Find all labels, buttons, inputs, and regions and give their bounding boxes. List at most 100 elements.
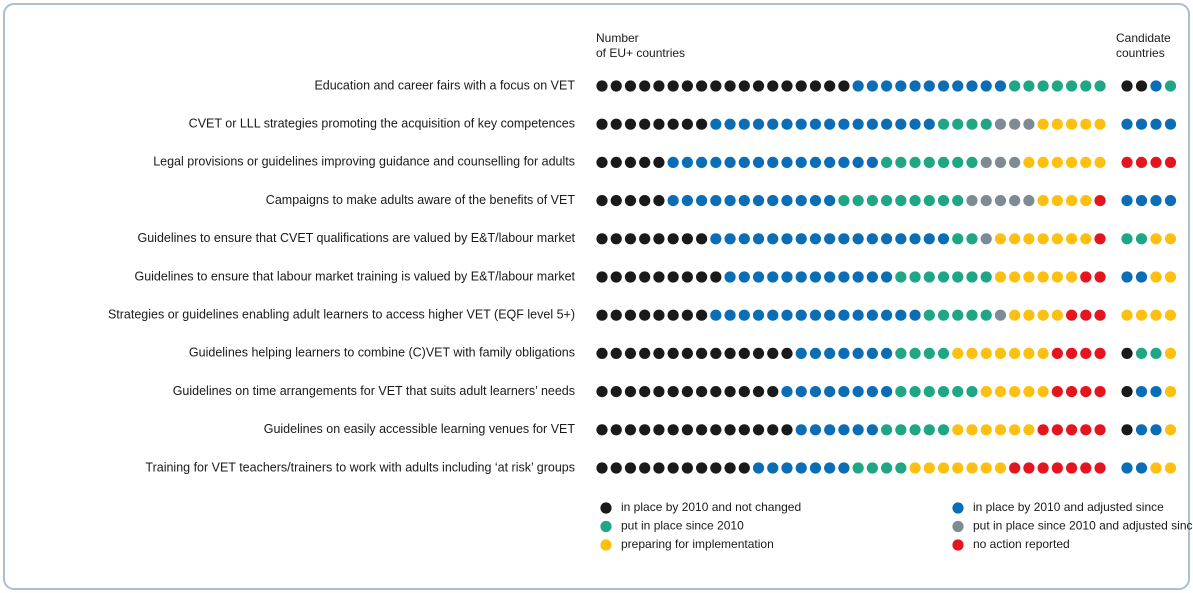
dot [994,309,1007,321]
dot [966,233,978,245]
dot [838,386,850,398]
dot [909,386,921,398]
dot [653,424,665,436]
dot [1037,118,1049,130]
dot [909,118,921,130]
dot [866,118,878,130]
dot [1023,80,1035,92]
dot [824,156,836,168]
dot [895,195,907,207]
dot [724,424,736,436]
row-label: Legal provisions or guidelines improving… [153,155,575,169]
dot [1080,80,1092,92]
legend-swatch [952,502,964,514]
dot [1150,233,1162,245]
row-label: Education and career fairs with a focus … [314,78,575,92]
dot [923,233,935,245]
legend-label: no action reported [973,537,1070,551]
dot [1080,386,1092,398]
dot [767,118,779,130]
dot [1051,156,1063,168]
dot [895,347,907,359]
dot [1094,347,1106,359]
dot [881,386,893,398]
dot [937,424,950,436]
dot [838,156,850,168]
dot [1150,195,1162,207]
dot [781,195,793,207]
dot [681,80,693,92]
dot [724,309,736,321]
dot [781,462,793,474]
dot [1023,271,1035,283]
dot [1150,462,1162,474]
dot [752,271,765,283]
dot [1150,118,1162,130]
row-label: Strategies or guidelines enabling adult … [108,307,575,321]
dot [624,156,637,168]
dot [710,195,722,207]
dot [809,233,822,245]
row-label: Guidelines to ensure that labour market … [134,269,575,283]
dot [1051,233,1063,245]
dot [937,347,950,359]
row-label: Campaigns to make adults aware of the be… [266,193,576,207]
dot [667,156,679,168]
dot [639,309,651,321]
dot [952,233,964,245]
dot [1150,347,1162,359]
row-label: CVET or LLL strategies promoting the acq… [189,116,575,130]
dot [980,271,992,283]
dot [852,271,864,283]
dot [1065,233,1078,245]
dot [696,309,708,321]
dot [781,118,793,130]
dot [767,233,779,245]
dot [696,80,708,92]
dot [809,347,822,359]
dot [738,195,750,207]
dot [809,424,822,436]
dot [838,424,850,436]
dot [610,347,622,359]
dot [1037,347,1049,359]
dot [895,156,907,168]
dot [781,80,793,92]
dot [781,347,793,359]
legend-label: put in place since 2010 [621,519,744,533]
dot [852,386,864,398]
dot [624,309,637,321]
dot [980,233,992,245]
dot [980,462,992,474]
dot [1164,271,1177,283]
dot [952,118,964,130]
dot [596,309,608,321]
dot [866,462,878,474]
dot [994,462,1007,474]
dot [952,462,964,474]
dot [1094,462,1106,474]
dot [724,118,736,130]
dot [667,386,679,398]
dot [596,347,608,359]
dot [1009,195,1021,207]
dot [710,386,722,398]
dot [795,195,807,207]
dot [1065,347,1078,359]
dot [639,195,651,207]
dot [1121,271,1133,283]
dot [909,271,921,283]
dot [895,462,907,474]
dot [639,80,651,92]
dot [696,156,708,168]
dot [696,424,708,436]
dot [724,271,736,283]
dot [923,424,935,436]
dot [696,347,708,359]
dot [1009,80,1021,92]
legend-label: put in place since 2010 and adjusted sin… [973,519,1193,533]
dot [1037,195,1049,207]
dot [923,462,935,474]
dot [624,271,637,283]
